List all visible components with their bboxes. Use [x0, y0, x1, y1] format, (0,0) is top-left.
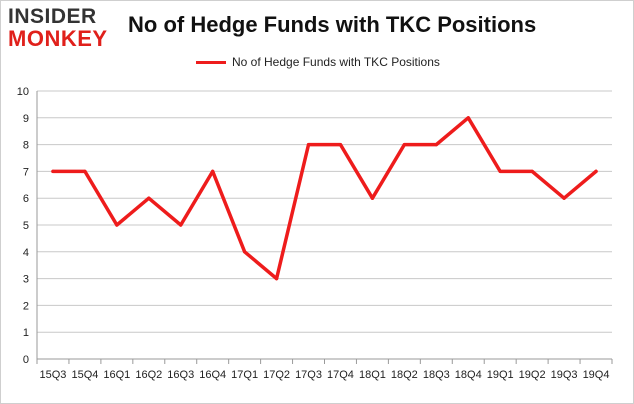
data-point — [306, 143, 311, 147]
x-tick-label: 15Q3 — [40, 369, 67, 381]
legend-swatch — [196, 60, 226, 64]
data-point — [83, 169, 87, 173]
x-tick-label: 18Q4 — [455, 369, 482, 381]
data-point — [562, 196, 566, 200]
series-line — [51, 116, 598, 281]
y-tick-label: 3 — [23, 274, 29, 286]
data-point — [51, 169, 55, 173]
data-point — [274, 277, 279, 281]
x-tick-label: 19Q3 — [551, 369, 578, 381]
y-tick-label: 2 — [23, 300, 29, 312]
y-tick-label: 10 — [17, 86, 29, 98]
x-tick-label: 19Q4 — [583, 369, 610, 381]
y-tick-label: 0 — [23, 354, 29, 366]
y-tick-label: 7 — [23, 166, 29, 178]
insider-monkey-logo: INSIDER MONKEY — [8, 4, 118, 50]
y-tick-label: 6 — [23, 193, 29, 205]
x-tick-label: 17Q1 — [231, 369, 258, 381]
x-tick-label: 15Q4 — [71, 369, 98, 381]
data-point — [370, 196, 375, 200]
legend-label: No of Hedge Funds with TKC Positions — [232, 55, 440, 69]
y-tick-label: 1 — [23, 327, 29, 339]
chart-title: No of Hedge Funds with TKC Positions — [128, 12, 537, 37]
data-point — [338, 143, 343, 147]
data-point — [466, 116, 470, 120]
y-tick-label: 9 — [23, 113, 29, 125]
y-tick-label: 5 — [23, 220, 29, 232]
x-tick-label: 16Q3 — [167, 369, 194, 381]
data-point — [594, 169, 598, 173]
data-point — [498, 169, 502, 173]
logo-line-2: MONKEY — [8, 26, 108, 51]
y-tick-label: 8 — [23, 140, 29, 152]
x-tick-label: 18Q1 — [359, 369, 386, 381]
x-tick-label: 17Q2 — [263, 369, 290, 381]
x-tick-label: 16Q4 — [199, 369, 226, 381]
y-tick-label: 4 — [23, 247, 29, 259]
x-tick-label: 16Q2 — [135, 369, 162, 381]
data-point — [179, 223, 183, 227]
x-tick-label: 18Q2 — [391, 369, 418, 381]
x-tick-label: 17Q4 — [327, 369, 354, 381]
x-tick-label: 19Q1 — [487, 369, 514, 381]
data-point — [147, 196, 151, 200]
x-tick-label: 17Q3 — [295, 369, 322, 381]
x-tick-label: 19Q2 — [519, 369, 546, 381]
chart-legend: No of Hedge Funds with TKC Positions — [196, 54, 440, 70]
data-point — [211, 169, 215, 173]
data-point — [243, 250, 247, 254]
data-point — [530, 169, 534, 173]
x-tick-label: 16Q1 — [103, 369, 130, 381]
logo-line-1: INSIDER — [8, 5, 97, 28]
data-point — [115, 223, 119, 227]
data-point — [434, 143, 438, 147]
data-point — [402, 143, 406, 147]
x-tick-label: 18Q3 — [423, 369, 450, 381]
